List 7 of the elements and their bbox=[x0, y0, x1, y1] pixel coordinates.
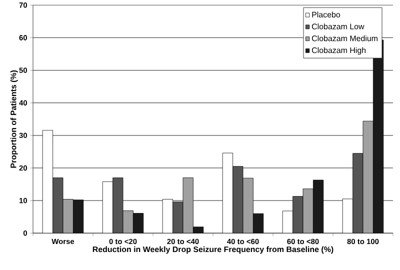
bar bbox=[303, 188, 314, 234]
bar bbox=[183, 178, 194, 234]
bar bbox=[243, 178, 254, 234]
bar bbox=[123, 210, 134, 234]
bar bbox=[362, 120, 374, 234]
bar bbox=[73, 200, 84, 234]
bar bbox=[63, 199, 74, 234]
